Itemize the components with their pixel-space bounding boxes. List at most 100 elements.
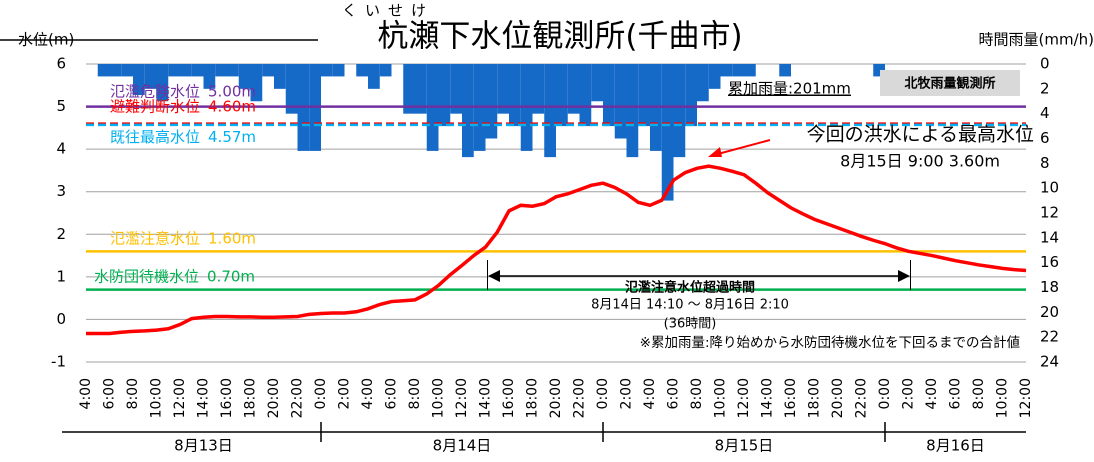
- reference-name: 氾濫危険水位: [110, 82, 200, 100]
- x-tick-label: 12:00: [736, 378, 752, 418]
- x-tick-label: 10:00: [149, 378, 165, 418]
- reference-label: 氾濫注意水位 1.60m: [110, 229, 256, 247]
- rain-bar: [321, 64, 333, 77]
- span-head-left: [488, 270, 500, 282]
- x-tick-label: 22:00: [854, 378, 870, 418]
- reference-name: 水防団待機水位: [94, 267, 199, 285]
- reference-value: 1.60m: [208, 229, 256, 247]
- y-tick-label: 3: [56, 182, 66, 200]
- rain-bar: [497, 64, 509, 114]
- reference-value: 4.60m: [208, 97, 256, 115]
- x-tick-label: 4:00: [78, 378, 94, 409]
- span-title: 氾濫注意水位超過時間: [625, 280, 755, 296]
- reference-name: 避難判断水位: [110, 97, 200, 115]
- x-tick-label: 18:00: [525, 378, 541, 418]
- rain-bar: [450, 64, 462, 114]
- peak-title: 今回の洪水による最高水位: [807, 124, 1034, 146]
- y2-tick-label: 4: [1040, 104, 1050, 122]
- rain-bar: [356, 64, 368, 77]
- reference-label: 既往最高水位 4.57m: [110, 127, 256, 145]
- rain-bar: [227, 64, 239, 77]
- rain-bar: [438, 64, 451, 127]
- x-tick-label: 10:00: [431, 378, 447, 418]
- rain-bar: [779, 64, 791, 77]
- reference-name: 氾濫注意水位: [110, 229, 200, 247]
- reference-label: 水防団待機水位 0.70m: [94, 267, 255, 285]
- y2-tick-label: 22: [1040, 328, 1059, 346]
- rain-bar: [250, 64, 263, 102]
- y2-axis-title: 時間雨量(mm/h): [979, 31, 1094, 49]
- x-tick-label: 16:00: [501, 378, 517, 418]
- chart-title: 杭瀬下水位観測所(千曲市): [377, 19, 742, 55]
- rain-bar: [626, 64, 639, 158]
- y2-tick-label: 16: [1040, 253, 1059, 271]
- title-ruby: くいせけ: [342, 2, 434, 20]
- y-tick-label: -1: [51, 353, 66, 371]
- x-tick-label: 4:00: [642, 378, 658, 409]
- peak-arrowhead: [708, 147, 722, 157]
- x-tick-label: 0:00: [877, 378, 893, 409]
- peak-arrow: [713, 139, 771, 156]
- rain-bar: [203, 64, 216, 89]
- x-tick-label: 14:00: [196, 378, 212, 418]
- rain-bar: [732, 64, 744, 77]
- y2-tick-label: 10: [1040, 179, 1059, 197]
- y2-tick-label: 8: [1040, 154, 1050, 172]
- rain-bar: [403, 64, 415, 114]
- x-tick-label: 12:00: [1018, 378, 1034, 418]
- x-tick-label: 22:00: [572, 378, 588, 418]
- span-head-right: [898, 270, 910, 282]
- rain-bar: [638, 64, 650, 127]
- x-tick-label: 18:00: [807, 378, 823, 418]
- y-axis-title: 水位(m): [18, 31, 74, 49]
- rain-bar: [485, 64, 498, 139]
- rain-bar: [415, 64, 427, 114]
- rain-bar: [532, 64, 545, 114]
- y-tick-label: 5: [56, 97, 66, 115]
- x-tick-label: 0:00: [595, 378, 611, 409]
- x-tick-label: 16:00: [219, 378, 235, 418]
- x-tick-label: 20:00: [830, 378, 846, 418]
- rain-bar: [121, 64, 133, 77]
- rain-bar: [156, 64, 169, 102]
- rain-total-bg: [726, 78, 876, 98]
- note: ※累加雨量:降り始めから水防団待機水位を下回るまでの合計値: [640, 335, 1020, 351]
- rain-bar: [509, 64, 521, 127]
- x-tick-label: 8:00: [407, 378, 423, 409]
- rain-bar: [708, 64, 721, 89]
- y2-tick-label: 20: [1040, 303, 1059, 321]
- rain-bar: [191, 64, 204, 77]
- rain-bar: [603, 64, 615, 127]
- rain-bar: [215, 64, 227, 77]
- x-tick-label: 2:00: [619, 378, 635, 409]
- y2-tick-label: 6: [1040, 129, 1050, 147]
- reference-value: 4.57m: [208, 127, 256, 145]
- rain-bar: [332, 64, 345, 77]
- y2-tick-label: 12: [1040, 204, 1059, 222]
- span-range: 8月14日 14:10 ～ 8月16日 2:10: [591, 298, 789, 313]
- reference-value: 0.70m: [207, 267, 255, 285]
- y-tick-label: 1: [56, 267, 66, 285]
- rain-bar: [133, 64, 145, 96]
- x-tick-label: 6:00: [384, 378, 400, 409]
- y2-tick-label: 18: [1040, 278, 1059, 296]
- x-tick-label: 2:00: [337, 378, 353, 409]
- rain-bar: [144, 64, 157, 89]
- rain-total: 累加雨量:201mm: [728, 80, 851, 98]
- rain-bar: [180, 64, 192, 77]
- x-tick-label: 22:00: [290, 378, 306, 418]
- water-level-line: [86, 164, 1027, 336]
- rain-bar: [556, 64, 568, 127]
- y-tick-label: 0: [56, 310, 66, 328]
- x-tick-label: 8:00: [971, 378, 987, 409]
- rain-bar: [697, 64, 709, 102]
- x-tick-label: 20:00: [548, 378, 564, 418]
- x-tick-label: 12:00: [172, 378, 188, 418]
- reference-label: 避難判断水位 4.60m: [110, 97, 256, 115]
- rain-bar: [579, 64, 592, 127]
- x-tick-label: 20:00: [266, 378, 282, 418]
- x-tick-label: 8:00: [125, 378, 141, 409]
- y-tick-label: 2: [56, 225, 66, 243]
- station-label: 北牧雨量観測所: [904, 76, 995, 92]
- date-label: 8月16日: [926, 437, 985, 455]
